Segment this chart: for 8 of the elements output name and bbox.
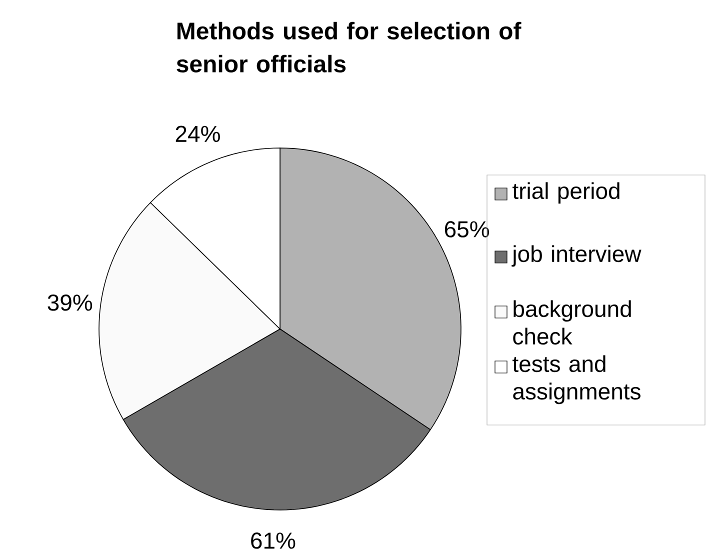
data-label: 61% [251,532,296,549]
legend-label: job interview [512,244,642,266]
data-label: 24% [176,126,220,142]
legend-label: tests and assignments [512,354,640,404]
data-label: 65% [444,220,490,238]
chart-title: Methods used for selection of senior officials [176,22,522,72]
data-label: 39% [48,294,92,311]
legend-label: trial period [512,182,620,204]
